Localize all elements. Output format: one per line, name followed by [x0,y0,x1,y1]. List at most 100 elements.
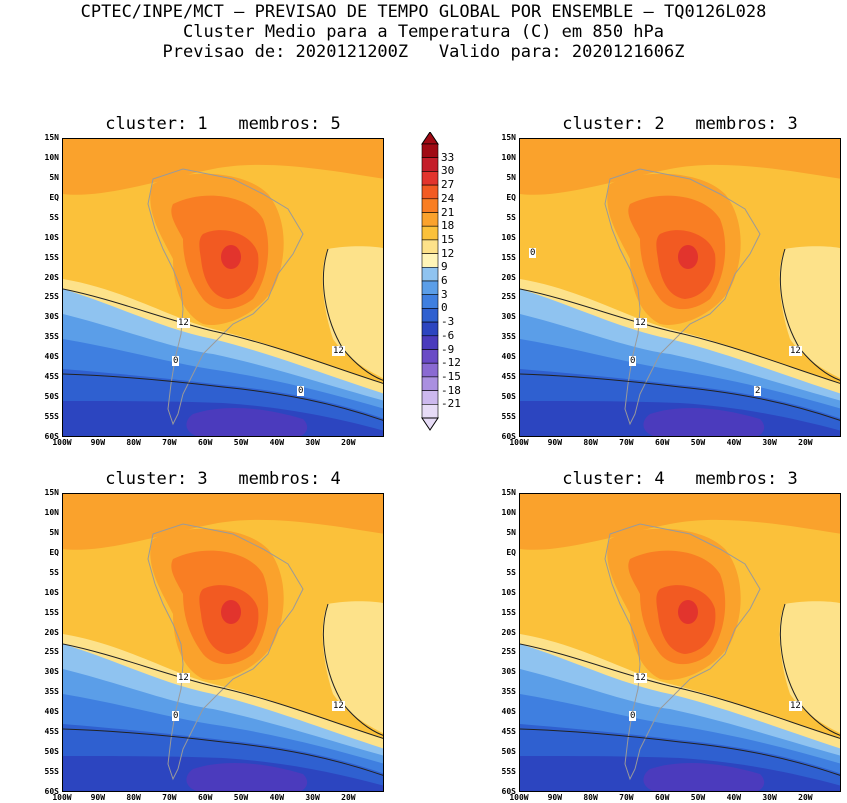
colorbar-level-label: 33 [441,150,455,164]
lat-tick-label: 5S [506,567,516,577]
lat-tick-label: 15S [44,252,59,262]
lat-tick-label: 55S [501,767,516,777]
lon-tick-label: 60W [654,793,670,802]
lon-tick-label: 30W [305,438,320,447]
band-m6 [643,408,765,436]
lat-tick-label: 10S [44,232,59,242]
lat-tick-label: 10N [501,152,516,162]
tropical-band [520,494,840,550]
lat-tick-label: EQ [506,547,516,557]
colorbar-box [421,171,439,186]
contour-12 [63,288,383,384]
lat-tick-label: 25S [44,292,59,302]
lat-tick-label: 60S [44,787,59,796]
contour-label: 0 [529,248,537,258]
contour-12 [520,288,840,384]
contour-label: 12 [789,701,802,711]
contour-label: 12 [634,318,647,328]
colorbar-graphic [421,132,439,431]
lon-tick-label: 80W [583,438,598,447]
lat-tick-label: 40S [44,707,59,717]
lon-tick-label: 90W [547,793,563,802]
colorbar-box [421,308,439,323]
lon-tick-label: 30W [762,438,777,447]
colorbar-level-label: 6 [441,274,448,287]
colorbar-box [421,403,439,419]
lat-tick-label: 60S [44,432,59,441]
lat-tick-label: 35S [44,332,59,342]
colorbar-box [421,225,439,241]
contour-12-atlantic [779,248,840,381]
lon-tick-label: 60W [197,438,213,447]
lon-tick-label: 50W [690,793,706,802]
lat-tick-label: 30S [501,312,516,322]
lat-tick-label: 50S [44,392,59,402]
contour-label: 12 [177,673,190,683]
colorbar-box [421,143,439,158]
tropical-band [63,494,383,550]
lat-tick-label: 10S [501,232,516,242]
panel-title: cluster: 2 membros: 3 [562,114,798,134]
lon-tick-label: 20W [341,438,356,447]
colorbar-box [421,239,439,254]
lat-tick-label: 55S [44,412,59,422]
atlantic-band-12 [779,246,840,379]
lon-tick-label: 90W [90,438,106,447]
lat-tick-label: 35S [501,687,516,697]
contour-label: 12 [634,673,647,683]
colorbar-level-label: -12 [441,356,461,370]
lat-tick-label: 30S [501,667,516,677]
tropical-band [520,139,840,195]
lat-tick-label: 15N [501,133,516,142]
colorbar-box [421,184,439,200]
contour-label: 0 [629,711,637,721]
lon-tick-label: 60W [654,438,670,447]
colorbar-level-label: -6 [441,328,455,342]
lat-tick-label: 5N [506,527,516,537]
lat-tick-label: 20S [501,627,516,637]
colorbar-box [421,349,439,364]
contour-12 [520,643,840,739]
temperature-map [519,138,841,437]
lat-tick-label: 5N [506,172,516,182]
lat-tick-label: 5S [49,567,59,577]
continent-outline [147,168,304,426]
lat-tick-label: 60S [501,787,516,796]
colorbar-box [421,362,439,378]
contour-label: 0 [172,356,180,366]
contour-label: 0 [629,356,637,366]
lon-tick-label: 40W [269,438,285,447]
colorbar-box [421,321,439,337]
colorbar-box [421,390,439,405]
lat-tick-label: EQ [49,192,59,202]
lat-tick-label: 5S [506,212,516,222]
contour-12-atlantic [322,603,383,736]
lon-tick-label: 30W [305,793,320,802]
lon-tick-label: 80W [126,438,141,447]
lon-tick-label: 40W [726,438,742,447]
contour-0 [520,373,840,421]
colorbar-box [421,157,439,172]
panel-title: cluster: 4 membros: 3 [562,469,798,489]
colorbar-box [421,280,439,295]
colorbar-level-label: 0 [441,301,448,315]
contour-label: 0 [172,711,180,721]
band-m6 [186,763,308,791]
lon-tick-label: 20W [341,793,356,802]
band-m6 [643,763,765,791]
colorbar-box [421,198,439,213]
lat-tick-label: 15N [44,133,59,142]
panel-title: cluster: 3 membros: 4 [105,469,341,489]
lat-tick-label: 35S [501,332,516,342]
lat-tick-label: 20S [44,627,59,637]
lon-tick-label: 70W [162,793,177,802]
colorbar-bottom-arrow [421,417,439,431]
colorbar-level-label: -3 [441,315,455,329]
contour-12-atlantic [322,248,383,381]
lat-tick-label: EQ [49,547,59,557]
continent-core-27 [221,245,241,269]
temperature-map [62,493,384,792]
colorbar-level-label: -15 [441,369,461,383]
lat-tick-label: 25S [44,647,59,657]
lon-tick-label: 30W [762,793,777,802]
